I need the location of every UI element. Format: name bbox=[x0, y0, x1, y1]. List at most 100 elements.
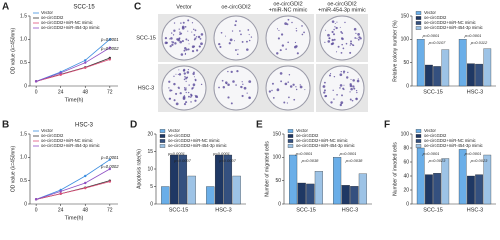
colony bbox=[350, 40, 352, 43]
colony bbox=[350, 87, 353, 91]
colony bbox=[345, 42, 348, 45]
bar bbox=[306, 183, 315, 205]
colony bbox=[323, 89, 326, 92]
legend-label: oe-circGDI2+miR-454-3p mimic bbox=[424, 143, 483, 148]
colony bbox=[183, 72, 186, 75]
y-tick-label: 150 bbox=[273, 131, 282, 137]
colony bbox=[287, 41, 289, 44]
colony bbox=[171, 32, 173, 34]
colony bbox=[187, 68, 190, 71]
colony bbox=[328, 74, 332, 77]
point bbox=[108, 180, 112, 183]
colony bbox=[333, 75, 336, 78]
colony bbox=[340, 52, 343, 54]
colony bbox=[183, 103, 187, 106]
colony bbox=[340, 101, 344, 105]
y-tick-label: 50 bbox=[403, 60, 409, 66]
colony bbox=[280, 33, 284, 36]
colony bbox=[185, 91, 187, 94]
y-tick-label: 0 bbox=[278, 201, 281, 207]
colony bbox=[346, 76, 349, 79]
colony bbox=[272, 96, 275, 99]
colony bbox=[332, 89, 334, 92]
legend-swatch bbox=[159, 139, 166, 143]
colony bbox=[248, 96, 251, 100]
colony bbox=[180, 53, 184, 56]
column-label: +miR-454-3p mimic bbox=[318, 7, 366, 13]
colony bbox=[296, 52, 299, 55]
colony bbox=[196, 96, 199, 98]
legend-label: Vector bbox=[41, 128, 53, 133]
point bbox=[84, 174, 87, 178]
colony bbox=[356, 91, 358, 94]
y-tick-label: 50 bbox=[275, 178, 281, 184]
colony bbox=[295, 30, 298, 32]
annotation: p=0.0001 bbox=[464, 151, 482, 156]
colony bbox=[233, 40, 236, 42]
legend-swatch bbox=[159, 129, 166, 133]
legend-swatch bbox=[287, 139, 294, 143]
colony bbox=[341, 37, 343, 39]
point bbox=[108, 46, 112, 49]
x-tick-label: 24 bbox=[58, 207, 64, 213]
colony bbox=[301, 25, 303, 27]
colony bbox=[230, 70, 233, 74]
annotation: p=0.0002 bbox=[100, 46, 119, 51]
bar bbox=[475, 63, 483, 87]
colony bbox=[343, 84, 345, 86]
y-tick-label: 100 bbox=[401, 37, 410, 43]
chart-title: HSC-3 bbox=[75, 123, 94, 129]
colony bbox=[325, 29, 327, 31]
panel-letter: F bbox=[384, 120, 390, 131]
colony bbox=[276, 52, 279, 55]
colony bbox=[236, 69, 239, 73]
y-axis-label: Number of invaded cells bbox=[392, 142, 398, 196]
colony bbox=[278, 29, 280, 32]
bar bbox=[187, 175, 196, 205]
colony bbox=[218, 43, 221, 46]
colony bbox=[322, 86, 324, 88]
colony bbox=[187, 19, 190, 22]
colony bbox=[184, 47, 187, 50]
colony bbox=[187, 30, 189, 32]
plate bbox=[161, 15, 207, 61]
colony bbox=[179, 31, 181, 33]
colony bbox=[344, 21, 346, 24]
colony bbox=[342, 70, 346, 73]
colony bbox=[185, 38, 188, 41]
legend-label: oe-circGDI2+miR-454-3p mimic bbox=[168, 143, 227, 148]
colony bbox=[355, 89, 358, 92]
annotation: p=0.0023 bbox=[470, 158, 489, 163]
colony bbox=[339, 103, 342, 107]
bar bbox=[350, 186, 359, 205]
bar bbox=[483, 48, 492, 87]
colony bbox=[197, 35, 201, 39]
y-axis-label: Relative colony number (%) bbox=[392, 20, 398, 82]
colony bbox=[248, 80, 252, 83]
legend-swatch bbox=[415, 134, 422, 138]
colony bbox=[184, 53, 186, 55]
colony bbox=[178, 73, 182, 76]
colony bbox=[199, 46, 201, 48]
annotation: p=0.0001 bbox=[100, 37, 119, 42]
colony bbox=[196, 49, 199, 52]
x-tick-label: SCC-15 bbox=[296, 207, 316, 213]
colony bbox=[327, 40, 331, 43]
point bbox=[108, 58, 112, 61]
colony bbox=[226, 83, 228, 85]
bar bbox=[289, 154, 298, 205]
plate bbox=[213, 15, 259, 61]
colony bbox=[284, 22, 287, 25]
colony bbox=[280, 80, 283, 83]
colony bbox=[193, 76, 195, 78]
point bbox=[59, 190, 62, 193]
colony bbox=[219, 45, 222, 48]
bar bbox=[161, 186, 170, 205]
colony bbox=[184, 26, 187, 28]
y-tick-label: 10 bbox=[147, 166, 153, 172]
colony bbox=[192, 72, 195, 76]
colony bbox=[336, 21, 338, 23]
legend-label: oe-circGDI2+miR-NC mimic bbox=[41, 138, 93, 143]
column-label: oe-circGDI2 bbox=[273, 1, 302, 7]
colony bbox=[194, 94, 196, 96]
